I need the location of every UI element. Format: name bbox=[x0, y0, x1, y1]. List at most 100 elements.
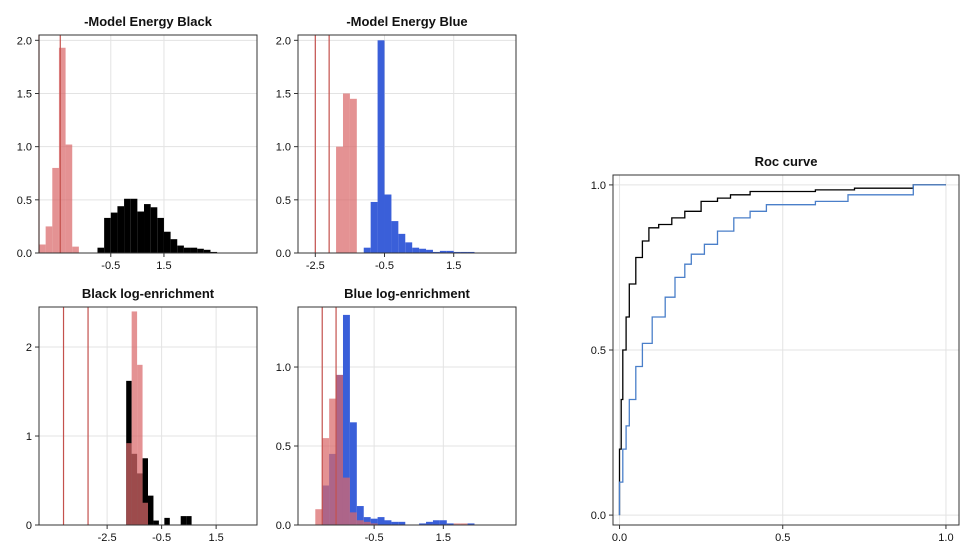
histogram-bar bbox=[58, 47, 66, 254]
histogram-bar bbox=[150, 207, 158, 253]
panel-model-energy-black: -Model Energy Black -0.5 1.5 0.0 0.5 1.0 1.5 2.… bbox=[17, 14, 258, 272]
x-tick-label: -2.5 bbox=[306, 260, 325, 272]
histogram-bar bbox=[377, 40, 385, 253]
histogram-bar bbox=[377, 517, 385, 525]
histogram-bar bbox=[39, 244, 46, 253]
histogram-bar bbox=[426, 249, 433, 253]
roc-series-line bbox=[618, 184, 946, 516]
x-tick-label: 1.5 bbox=[156, 260, 171, 272]
panel-roc-curve: Roc curve 0.0 0.5 1.0 0.0 0.5 1.0 bbox=[591, 154, 960, 544]
histogram-bar bbox=[467, 251, 475, 253]
histogram-bar bbox=[405, 242, 413, 253]
histogram-bar bbox=[142, 502, 148, 525]
plot-frame bbox=[297, 306, 517, 526]
histogram-bar bbox=[426, 521, 433, 525]
histogram-bar bbox=[460, 523, 468, 525]
plot-frame bbox=[38, 306, 258, 526]
y-tick-label: 0.0 bbox=[276, 520, 291, 532]
histogram-bar bbox=[439, 250, 447, 253]
histogram-bar bbox=[153, 520, 159, 525]
histogram-bar bbox=[342, 477, 350, 525]
histogram-bar bbox=[467, 523, 475, 525]
x-tick-label: -0.5 bbox=[375, 260, 394, 272]
histogram-bar bbox=[104, 217, 111, 253]
y-tick-label: 1.0 bbox=[591, 180, 606, 192]
x-tick-label: 1.5 bbox=[436, 532, 451, 544]
histogram-bar bbox=[419, 248, 427, 253]
histogram-bar bbox=[322, 438, 330, 525]
y-tick-label: 1.0 bbox=[17, 142, 32, 154]
x-tick-label: -0.5 bbox=[365, 532, 384, 544]
histogram-bar bbox=[453, 523, 461, 525]
chart-title: Roc curve bbox=[755, 154, 818, 169]
histogram-bar bbox=[130, 198, 138, 253]
histogram-bar bbox=[197, 248, 204, 253]
histogram-bar bbox=[186, 516, 192, 525]
histogram-bar bbox=[170, 239, 178, 253]
histogram-bar bbox=[453, 251, 461, 253]
histogram-bar bbox=[45, 226, 53, 253]
histogram-bar bbox=[163, 231, 171, 253]
histogram-bar bbox=[144, 204, 151, 253]
histogram-bar bbox=[349, 422, 357, 525]
plot-frame bbox=[297, 34, 517, 254]
histogram-bar bbox=[126, 443, 132, 525]
histogram-bar bbox=[363, 517, 371, 525]
histogram-bar bbox=[349, 512, 357, 525]
histogram-bar bbox=[164, 517, 170, 525]
chart-title: Black log-enrichment bbox=[82, 286, 215, 301]
histogram-bar bbox=[157, 217, 164, 253]
histogram-bar bbox=[137, 211, 145, 253]
panel-blue-log-enrichment: Blue log-enrichment -0.5 1.5 0.0 0.5 1.0 bbox=[276, 286, 517, 544]
histogram-bar bbox=[329, 398, 337, 525]
histogram-bar bbox=[177, 245, 184, 253]
x-tick-label: 1.5 bbox=[446, 260, 461, 272]
histogram-bar bbox=[72, 246, 79, 253]
y-tick-label: 0 bbox=[26, 520, 32, 532]
histogram-bar bbox=[124, 198, 131, 253]
y-tick-label: 0.0 bbox=[276, 248, 291, 260]
y-tick-label: 1.5 bbox=[17, 88, 32, 100]
x-tick-label: -0.5 bbox=[101, 260, 120, 272]
y-tick-label: 1.0 bbox=[276, 142, 291, 154]
x-tick-label: 1.5 bbox=[208, 532, 223, 544]
histogram-bar bbox=[349, 98, 357, 254]
histogram-bar bbox=[370, 523, 378, 525]
histogram-bar bbox=[148, 495, 154, 525]
histogram-bar bbox=[439, 520, 447, 525]
histogram-bar bbox=[203, 249, 211, 253]
y-tick-label: 1 bbox=[26, 431, 32, 443]
histogram-bar bbox=[52, 167, 59, 253]
x-tick-label: -2.5 bbox=[98, 532, 117, 544]
histogram-bar bbox=[190, 247, 198, 253]
histogram-bar bbox=[65, 144, 73, 253]
x-tick-label: -0.5 bbox=[152, 532, 171, 544]
histogram-bar bbox=[336, 374, 343, 525]
histogram-bar bbox=[110, 212, 118, 253]
histogram-bar bbox=[391, 221, 399, 253]
y-tick-label: 2.0 bbox=[17, 35, 32, 47]
x-tick-label: 0.5 bbox=[775, 532, 790, 544]
y-tick-label: 0.5 bbox=[591, 345, 606, 357]
histogram-bar bbox=[446, 523, 454, 525]
histogram-bar bbox=[384, 194, 392, 253]
histogram-bar bbox=[356, 506, 364, 525]
histogram-bar bbox=[370, 201, 378, 253]
histogram-bar bbox=[446, 250, 454, 253]
roc-series-line bbox=[618, 184, 946, 516]
x-tick-label: 0.0 bbox=[612, 532, 627, 544]
histogram-bar bbox=[117, 206, 125, 253]
histogram-bar bbox=[432, 520, 440, 525]
histogram-bar bbox=[97, 247, 105, 253]
histogram-bar bbox=[137, 364, 143, 525]
histogram-bar bbox=[363, 247, 371, 253]
plot-frame bbox=[38, 34, 258, 254]
histogram-bar bbox=[419, 523, 427, 525]
histogram-bar bbox=[131, 311, 138, 525]
histogram-bar bbox=[363, 521, 371, 525]
histogram-bar bbox=[180, 516, 187, 525]
histogram-bar bbox=[315, 509, 323, 525]
y-tick-label: 0.5 bbox=[276, 441, 291, 453]
x-tick-label: 1.0 bbox=[938, 532, 953, 544]
